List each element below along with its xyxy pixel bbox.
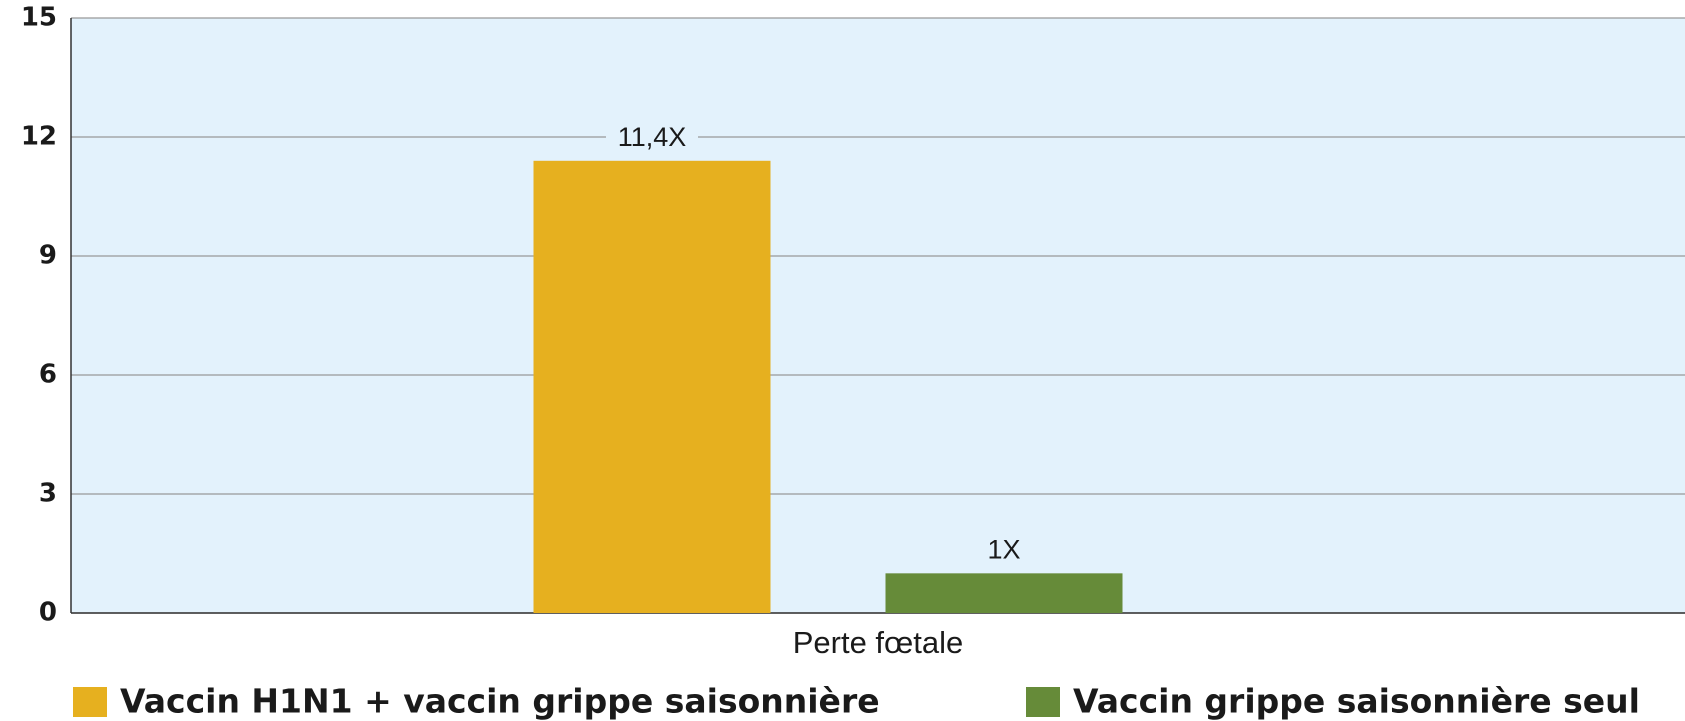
y-tick-label: 6 xyxy=(39,360,57,390)
y-tick-label: 3 xyxy=(39,479,57,509)
legend-label: Vaccin H1N1 + vaccin grippe saisonnière xyxy=(120,682,880,721)
bar xyxy=(533,160,771,614)
y-tick-label: 9 xyxy=(39,241,57,271)
legend-label: Vaccin grippe saisonnière seul xyxy=(1073,682,1640,721)
value-label-bg xyxy=(606,120,698,157)
x-tick-label: Perte fœtale xyxy=(793,625,964,660)
legend-swatch xyxy=(73,687,107,717)
value-label: 11,4X xyxy=(618,122,687,152)
value-label: 1X xyxy=(987,534,1020,564)
legend-swatch xyxy=(1026,687,1060,717)
y-tick-label: 0 xyxy=(39,598,57,628)
y-tick-label: 15 xyxy=(21,3,57,33)
value-label-bg xyxy=(958,533,1050,570)
y-tick-label: 12 xyxy=(21,122,57,152)
plot-area xyxy=(71,18,1685,613)
bar xyxy=(885,573,1123,613)
